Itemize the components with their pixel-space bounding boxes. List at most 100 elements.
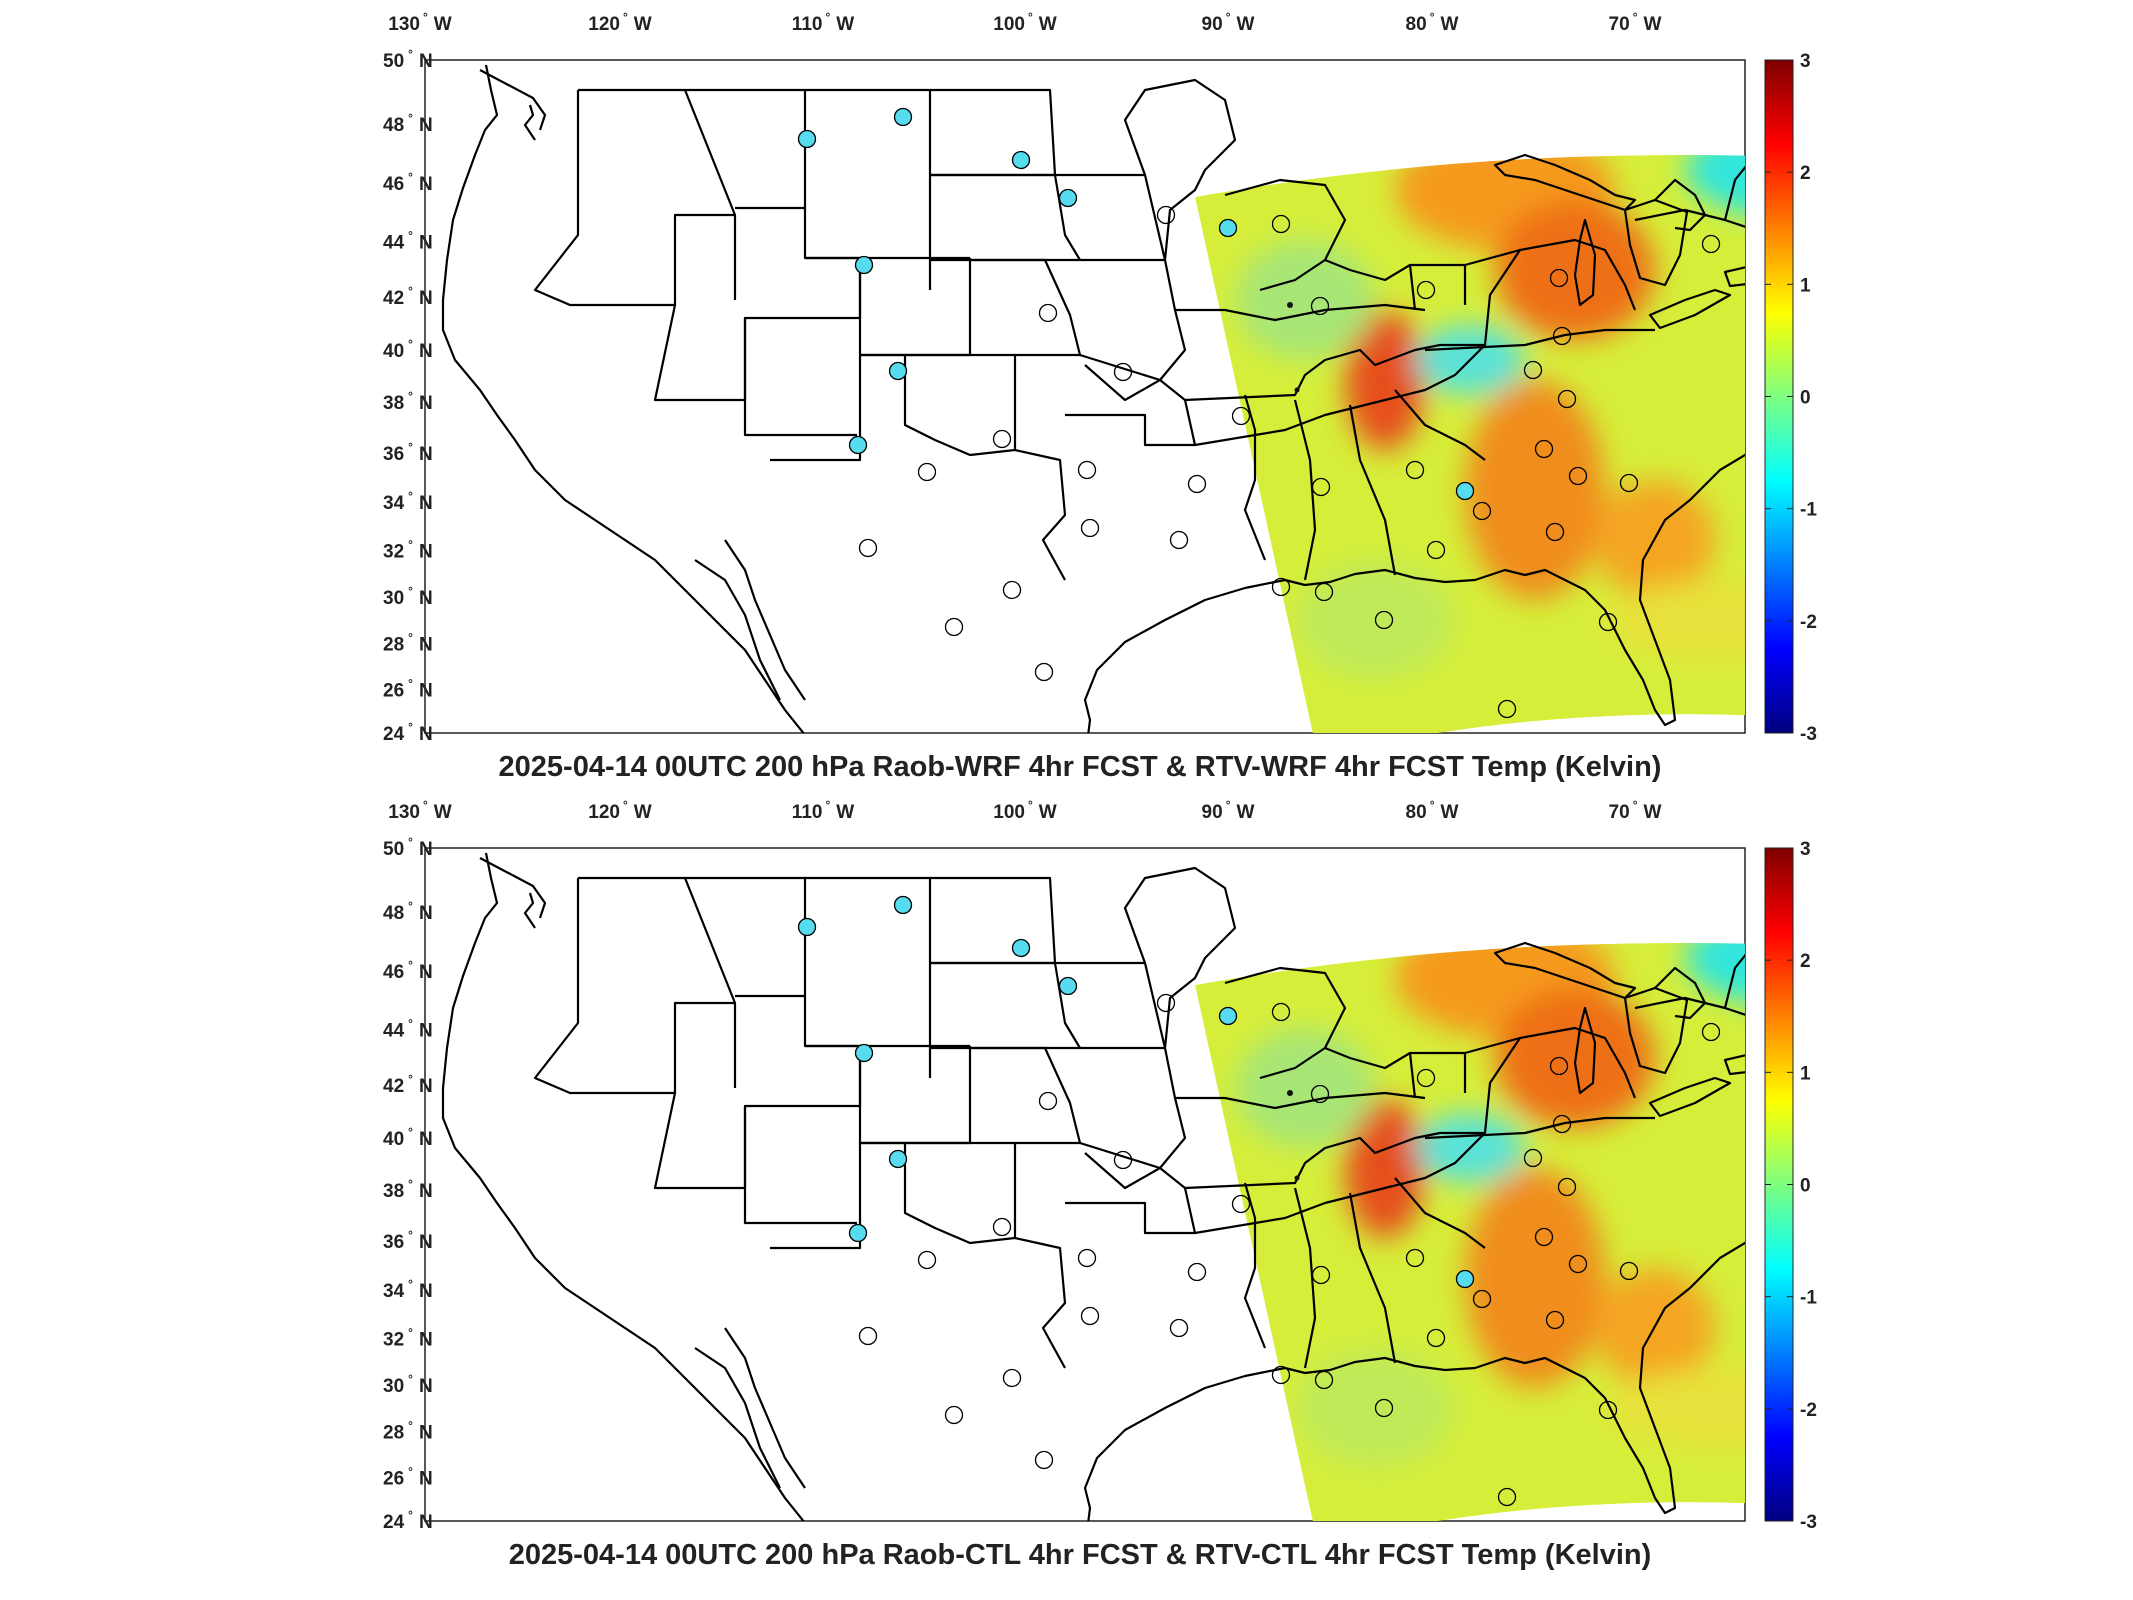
map-panel-raob-wrf: 3 2 1 0 -1 -2 -3 130 ° W 120 ° W 110 ° W 100 ° W 90 ° W 80 ° W 7… xyxy=(383,10,1817,783)
raob-station-marker xyxy=(1416,1068,1436,1088)
lat-tick-label: 40 ° N xyxy=(383,337,433,362)
lat-tick-label: 50 ° N xyxy=(383,835,433,860)
raob-station-marker xyxy=(1557,1177,1577,1197)
lon-tick-label: 70 ° W xyxy=(1609,10,1662,35)
lat-tick-label: 30 ° N xyxy=(383,584,433,609)
lon-tick-label: 100 ° W xyxy=(993,10,1057,35)
raob-station-marker xyxy=(1545,522,1565,542)
raob-station-marker xyxy=(1271,1002,1291,1022)
raob-station-marker xyxy=(1701,234,1721,254)
colorbar-tick-label: -1 xyxy=(1800,500,1817,521)
raob-station-marker xyxy=(1038,303,1058,323)
raob-station-marker xyxy=(1231,1194,1251,1214)
lat-tick-label: 30 ° N xyxy=(383,1372,433,1397)
raob-station-marker xyxy=(848,1223,868,1243)
lat-tick-label: 36 ° N xyxy=(383,1228,433,1253)
colorbar-tick-label: -3 xyxy=(1800,724,1817,745)
raob-station-marker xyxy=(1038,1091,1058,1111)
lon-tick-label: 100 ° W xyxy=(993,798,1057,823)
lat-tick-label: 40 ° N xyxy=(383,1125,433,1150)
lat-tick-label: 38 ° N xyxy=(383,1177,433,1202)
raob-station-marker xyxy=(1619,473,1639,493)
raob-station-marker xyxy=(1455,1269,1475,1289)
raob-station-marker xyxy=(1598,1400,1618,1420)
raob-station-marker xyxy=(1405,1248,1425,1268)
lat-tick-label: 24 ° N xyxy=(383,720,433,745)
raob-station-marker xyxy=(1568,1254,1588,1274)
lon-tick-label: 110 ° W xyxy=(792,10,854,35)
lat-tick-label: 46 ° N xyxy=(383,958,433,983)
raob-station-marker xyxy=(1472,1289,1492,1309)
raob-station-marker xyxy=(1187,1262,1207,1282)
raob-station-marker xyxy=(893,107,913,127)
raob-station-marker xyxy=(1034,1450,1054,1470)
raob-station-marker xyxy=(888,361,908,381)
raob-station-marker xyxy=(858,1326,878,1346)
raob-station-marker xyxy=(1077,1248,1097,1268)
raob-station-marker xyxy=(1218,218,1238,238)
lon-tick-label: 130 ° W xyxy=(388,10,452,35)
raob-station-marker xyxy=(1549,268,1569,288)
raob-station-marker xyxy=(1497,1487,1517,1507)
raob-station-marker xyxy=(893,895,913,915)
raob-station-marker xyxy=(1011,938,1031,958)
lat-tick-label: 48 ° N xyxy=(383,899,433,924)
raob-station-marker xyxy=(1455,481,1475,501)
raob-station-marker xyxy=(854,1043,874,1063)
lat-tick-label: 42 ° N xyxy=(383,284,433,309)
raob-station-marker xyxy=(1077,460,1097,480)
raob-station-marker xyxy=(1011,150,1031,170)
raob-stations xyxy=(797,895,1721,1507)
raob-station-marker xyxy=(888,1149,908,1169)
colorbar-tick-label: 2 xyxy=(1800,951,1811,972)
panel-title: 2025-04-14 00UTC 200 hPa Raob-WRF 4hr FC… xyxy=(499,751,1662,783)
raob-station-marker xyxy=(917,462,937,482)
raob-station-marker xyxy=(1426,1328,1446,1348)
raob-station-marker xyxy=(848,435,868,455)
raob-station-marker xyxy=(1314,582,1334,602)
colorbar-tick-label: 0 xyxy=(1800,388,1811,409)
raob-station-marker xyxy=(1034,662,1054,682)
lat-tick-label: 42 ° N xyxy=(383,1072,433,1097)
raob-station-marker xyxy=(1113,362,1133,382)
lon-tick-label: 130 ° W xyxy=(388,798,452,823)
raob-station-marker xyxy=(1523,1148,1543,1168)
lat-tick-label: 36 ° N xyxy=(383,440,433,465)
colorbar-tick-label: 1 xyxy=(1800,275,1811,296)
raob-station-marker xyxy=(1568,466,1588,486)
panel-title: 2025-04-14 00UTC 200 hPa Raob-CTL 4hr FC… xyxy=(509,1539,1652,1571)
raob-station-marker xyxy=(992,429,1012,449)
raob-station-marker xyxy=(1231,406,1251,426)
raob-station-marker xyxy=(1619,1261,1639,1281)
colorbar-tick-label: 0 xyxy=(1800,1176,1811,1197)
raob-station-marker xyxy=(797,129,817,149)
colorbar-tick-label: 3 xyxy=(1800,839,1811,860)
raob-station-marker xyxy=(1310,1084,1330,1104)
raob-station-marker xyxy=(1534,439,1554,459)
raob-station-marker xyxy=(1310,296,1330,316)
raob-station-marker xyxy=(1701,1022,1721,1042)
raob-station-marker xyxy=(1497,699,1517,719)
colorbar-tick-label: 1 xyxy=(1800,1063,1811,1084)
raob-station-marker xyxy=(1552,326,1572,346)
raob-station-marker xyxy=(1523,360,1543,380)
raob-station-marker xyxy=(1374,610,1394,630)
raob-station-marker xyxy=(1549,1056,1569,1076)
colorbar: 3 2 1 0 -1 -2 -3 xyxy=(1764,51,1817,745)
colorbar-tick-label: 3 xyxy=(1800,51,1811,72)
raob-station-marker xyxy=(1271,214,1291,234)
lat-tick-label: 44 ° N xyxy=(383,229,433,254)
lat-tick-label: 24 ° N xyxy=(383,1508,433,1533)
lon-tick-label: 80 ° W xyxy=(1406,10,1459,35)
raob-station-marker xyxy=(1374,1398,1394,1418)
colorbar: 3 2 1 0 -1 -2 -3 xyxy=(1764,839,1817,1533)
raob-station-marker xyxy=(992,1217,1012,1237)
colorbar-tick-label: 2 xyxy=(1800,163,1811,184)
lat-tick-label: 28 ° N xyxy=(383,1418,433,1443)
lat-tick-label: 32 ° N xyxy=(383,1326,433,1351)
lon-tick-label: 110 ° W xyxy=(792,798,854,823)
raob-station-marker xyxy=(1080,1306,1100,1326)
raob-station-marker xyxy=(1545,1310,1565,1330)
lat-tick-label: 34 ° N xyxy=(383,489,433,514)
